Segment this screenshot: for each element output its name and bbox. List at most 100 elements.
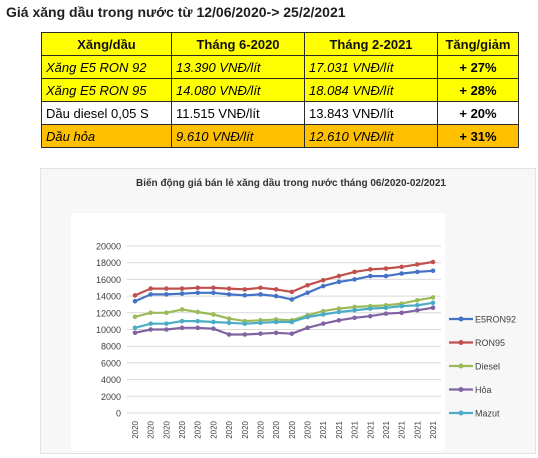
data-point (242, 332, 248, 337)
x-tick-label: 2020 (256, 420, 265, 438)
data-point (179, 286, 185, 291)
legend-marker (458, 340, 464, 345)
data-point (352, 269, 357, 275)
data-point (415, 307, 420, 313)
data-point (289, 289, 295, 295)
table-row: Xăng E5 RON 95 14.080 VNĐ/lít 18.084 VNĐ… (41, 78, 519, 102)
legend-marker (458, 410, 464, 416)
data-point (352, 315, 357, 321)
data-point (258, 285, 263, 291)
series-lines (132, 259, 436, 337)
y-tick-label: 12000 (96, 308, 121, 318)
data-point (305, 325, 310, 331)
x-tick-label: 2020 (178, 420, 187, 438)
legend-marker (458, 316, 464, 322)
y-tick-label: 0 (116, 409, 121, 419)
data-point (226, 320, 232, 326)
cell-feb2021: 13.843 VNĐ/lít (304, 101, 438, 125)
price-line-chart: Biến động giá bán lẻ xăng dầu trong nước… (71, 177, 516, 451)
series-line (134, 306, 434, 336)
data-point (132, 330, 138, 336)
data-point (258, 331, 263, 336)
legend-label: RON95 (475, 338, 505, 348)
data-point (336, 318, 342, 323)
legend-label: Diesel (475, 362, 500, 372)
cell-jun2020: 13.390 VNĐ/lít (171, 55, 305, 79)
data-point (320, 312, 326, 317)
x-tick-label: 2021 (319, 420, 328, 438)
cell-feb2021: 17.031 VNĐ/lít (304, 55, 438, 79)
table-header-row: Xăng/dầu Tháng 6-2020 Tháng 2-2021 Tăng/… (41, 32, 519, 56)
data-point (320, 283, 326, 289)
data-point (211, 312, 216, 317)
x-tick-label: 2020 (209, 420, 218, 438)
data-point (148, 327, 153, 332)
data-point (211, 326, 216, 331)
x-tick-label: 2021 (366, 420, 375, 438)
page-title: Giá xăng dầu trong nước từ 12/06/2020-> … (6, 4, 346, 20)
header-fuel: Xăng/dầu (41, 32, 172, 56)
x-tick-label: 2021 (413, 420, 422, 438)
cell-fuel: Xăng E5 RON 92 (41, 55, 172, 79)
data-point (242, 321, 248, 326)
cell-change: + 20% (437, 101, 519, 125)
x-tick-label: 2021 (429, 420, 438, 438)
y-tick-label: 10000 (96, 325, 121, 335)
cell-change: + 27% (437, 55, 519, 79)
x-tick-label: 2020 (272, 420, 281, 438)
data-point (211, 285, 216, 291)
data-point (273, 319, 279, 325)
fuel-price-table: Xăng/dầu Tháng 6-2020 Tháng 2-2021 Tăng/… (41, 32, 519, 148)
y-tick-label: 20000 (96, 242, 121, 252)
data-point (415, 269, 420, 275)
data-point (148, 321, 153, 326)
cell-jun2020: 14.080 VNĐ/lít (171, 78, 305, 102)
legend-label: Mazut (475, 409, 500, 419)
cell-fuel: Dầu hỏa (41, 124, 172, 148)
data-point (164, 292, 169, 297)
data-point (383, 305, 389, 311)
data-point (289, 297, 295, 302)
table-row: Dầu hỏa 9.610 VNĐ/lít 12.610 VNĐ/lít + 3… (41, 124, 519, 148)
cell-fuel: Xăng E5 RON 95 (41, 78, 172, 102)
data-point (430, 295, 436, 300)
legend-label: E5RON92 (475, 315, 516, 325)
data-point (195, 325, 201, 331)
data-point (148, 292, 153, 297)
x-tick-label: 2020 (241, 420, 250, 438)
plot-area-background (71, 213, 445, 451)
gridlines (127, 245, 441, 414)
data-point (148, 286, 153, 291)
x-tick-label: 2020 (131, 420, 140, 438)
legend: E5RON92 RON95 Diesel Hỏa Mazut (449, 315, 516, 419)
cell-change: + 28% (437, 78, 519, 102)
data-point (195, 285, 201, 291)
data-point (195, 309, 201, 315)
x-tick-label: 2020 (162, 420, 171, 438)
data-point (367, 313, 373, 319)
data-point (399, 264, 404, 270)
x-tick-label: 2021 (382, 420, 391, 438)
legend-marker (458, 363, 464, 369)
data-point (258, 292, 263, 297)
legend-label: Hỏa (475, 385, 492, 395)
x-tick-label: 2020 (288, 420, 297, 438)
data-point (289, 331, 295, 336)
data-point (352, 307, 357, 313)
data-point (242, 287, 248, 292)
data-point (289, 319, 295, 325)
data-point (132, 325, 138, 331)
data-point (399, 310, 404, 316)
y-tick-label: 2000 (101, 392, 121, 402)
header-change: Tăng/giảm (437, 32, 519, 56)
series-line (134, 296, 434, 323)
data-point (336, 273, 342, 279)
series-line (134, 301, 434, 329)
data-point (367, 306, 373, 311)
data-point (305, 282, 310, 288)
data-point (336, 279, 342, 285)
x-tick-label: 2020 (225, 420, 234, 438)
data-point (320, 277, 326, 283)
cell-jun2020: 11.515 VNĐ/lít (171, 101, 305, 125)
y-tick-label: 18000 (96, 258, 121, 268)
